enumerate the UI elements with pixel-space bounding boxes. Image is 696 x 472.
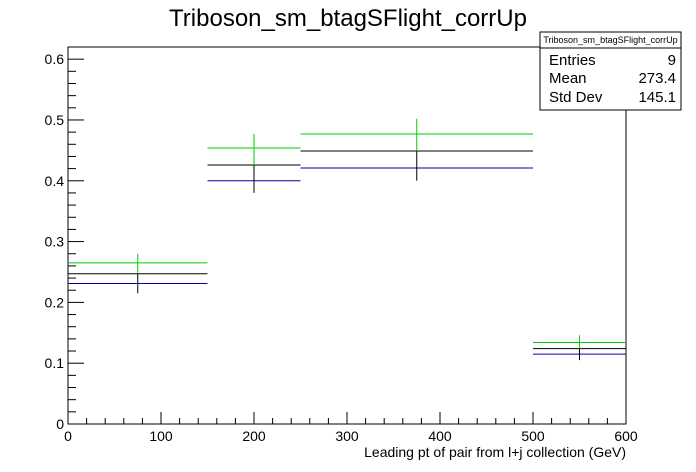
x-tick-label: 600 xyxy=(614,428,638,444)
y-tick-label: 0 xyxy=(56,416,64,432)
x-axis-label: Leading pt of pair from l+j collection (… xyxy=(364,444,626,460)
stats-entries-value: 9 xyxy=(668,52,676,69)
x-tick-label: 500 xyxy=(521,428,545,444)
y-tick-label: 0.2 xyxy=(45,294,65,310)
x-tick-label: 200 xyxy=(242,428,266,444)
y-tick-label: 0.5 xyxy=(45,112,65,128)
x-tick-label: 100 xyxy=(149,428,173,444)
y-tick-label: 0.4 xyxy=(45,173,65,189)
x-axis: 0 100 200 300 400 500 600 xyxy=(64,412,638,444)
stats-box-title: Triboson_sm_btagSFlight_corrUp xyxy=(543,35,677,45)
y-axis: 0 0.1 0.2 0.3 0.4 0.5 0.6 xyxy=(45,46,84,432)
stats-stddev-label: Std Dev xyxy=(549,89,603,106)
stats-stddev-value: 145.1 xyxy=(638,89,676,106)
y-tick-label: 0.3 xyxy=(45,234,65,250)
stats-entries-label: Entries xyxy=(549,52,596,69)
x-tick-label: 400 xyxy=(428,428,452,444)
stats-box-frame xyxy=(539,31,682,111)
series-layer xyxy=(68,118,626,361)
stats-mean-value: 273.4 xyxy=(638,70,676,87)
y-tick-label: 0.1 xyxy=(45,355,65,371)
chart-title: Triboson_sm_btagSFlight_corrUp xyxy=(169,5,527,32)
x-tick-label: 300 xyxy=(335,428,359,444)
stats-box: Triboson_sm_btagSFlight_corrUp Entries 9… xyxy=(539,31,682,111)
stats-mean-label: Mean xyxy=(549,70,587,87)
x-tick-label: 0 xyxy=(64,428,72,444)
y-tick-label: 0.6 xyxy=(45,51,65,67)
